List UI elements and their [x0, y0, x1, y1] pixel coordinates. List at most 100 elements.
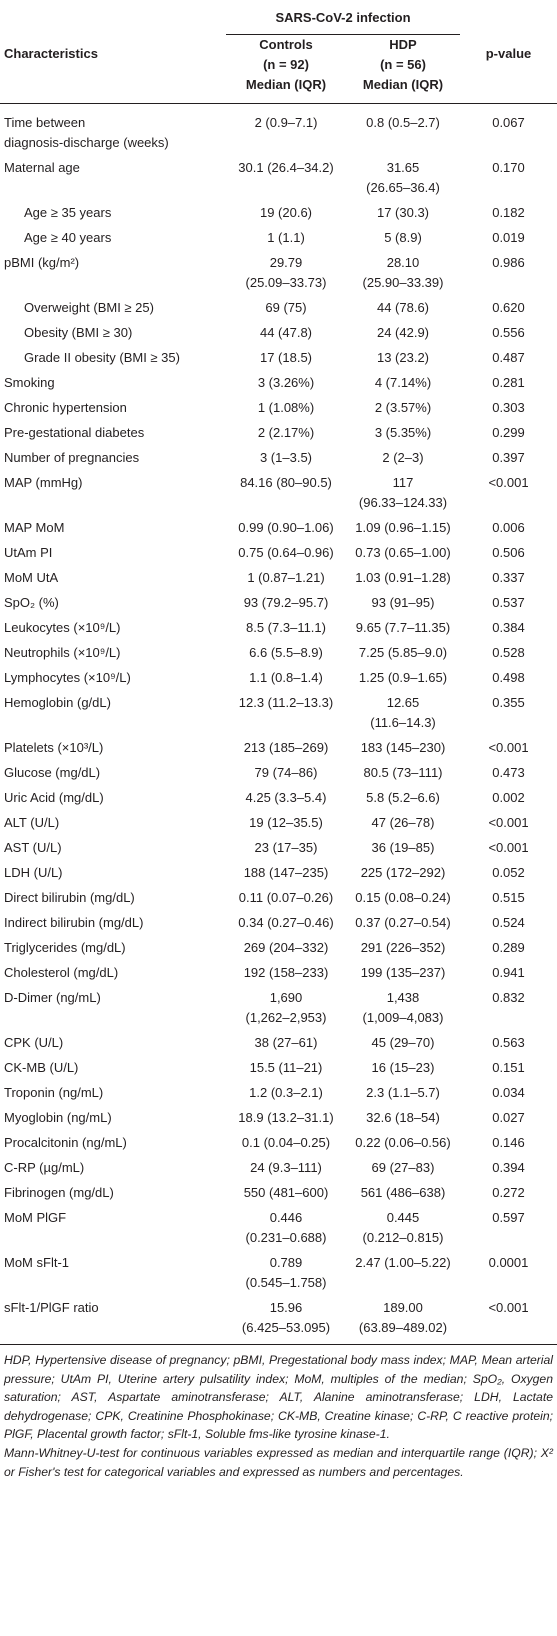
cell: 0.384: [492, 620, 525, 635]
table-row: Indirect bilirubin (mg/dL) 0.34 (0.27–0.4…: [0, 910, 557, 935]
data-table: Characteristics SARS-CoV-2 infection p-v…: [0, 0, 557, 1340]
row-label: Time between diagnosis-discharge (weeks): [4, 115, 169, 150]
cell: 0.620: [492, 300, 525, 315]
cell: 93 (79.2–95.7): [243, 595, 329, 610]
cell: 30.1 (26.4–34.2): [238, 160, 334, 175]
cell: 69 (27–83): [371, 1160, 435, 1175]
cell: 0.528: [492, 645, 525, 660]
cell: 12.3 (11.2–13.3): [238, 695, 334, 710]
row-label: pBMI (kg/m²): [4, 255, 80, 270]
cell: 23 (17–35): [254, 840, 318, 855]
cell: 1 (1.1): [267, 230, 305, 245]
cell: 3 (5.35%): [374, 425, 432, 440]
row-label: Uric Acid (mg/dL): [4, 790, 104, 805]
table-row: Cholesterol (mg/dL) 192 (158–233) 199 (135…: [0, 960, 557, 985]
table-row: MoM sFlt-1 0.789 (0.545–1.758) 2.47 (1.00–…: [0, 1250, 557, 1295]
cell: 84.16 (80–90.5): [240, 475, 332, 490]
table-row: Grade II obesity (BMI ≥ 35) 17 (18.5) 13 (…: [0, 345, 557, 370]
cell: 0.832: [492, 990, 525, 1005]
table-row: Chronic hypertension 1 (1.08%) 2 (3.57%) 0.…: [0, 395, 557, 420]
cell: 7.25 (5.85–9.0): [358, 645, 448, 660]
cell: 15.96 (6.425–53.095): [241, 1300, 331, 1335]
row-label: Fibrinogen (mg/dL): [4, 1185, 114, 1200]
cell: 19 (20.6): [259, 205, 313, 220]
cell: 0.1 (0.04–0.25): [241, 1135, 331, 1150]
cell: 1.03 (0.91–1.28): [355, 570, 451, 585]
row-label: Age ≥ 40 years: [24, 230, 112, 245]
cell: 9.65 (7.7–11.35): [355, 620, 451, 635]
cell: 188 (147–235): [243, 865, 329, 880]
cell: 19 (12–35.5): [249, 815, 323, 830]
table-row: Uric Acid (mg/dL) 4.25 (3.3–5.4) 5.8 (5.2–…: [0, 785, 557, 810]
cell: 0.151: [492, 1060, 525, 1075]
cell: 0.0001: [488, 1255, 529, 1270]
cell: 0.303: [492, 400, 525, 415]
row-label: MoM PlGF: [4, 1210, 67, 1225]
row-label: ALT (U/L): [4, 815, 60, 830]
table-row: Age ≥ 35 years 19 (20.6) 17 (30.3) 0.182: [0, 200, 557, 225]
table-body: Time between diagnosis-discharge (weeks)…: [0, 110, 557, 1340]
row-label: Hemoglobin (g/dL): [4, 695, 111, 710]
cell: 0.337: [492, 570, 525, 585]
row-label: UtAm PI: [4, 545, 53, 560]
cell: 1.25 (0.9–1.65): [358, 670, 448, 685]
table-row: Triglycerides (mg/dL) 269 (204–332) 291 (2…: [0, 935, 557, 960]
cell: 0.597: [492, 1210, 525, 1225]
table-row: Lymphocytes (×10⁹/L) 1.1 (0.8–1.4) 1.25 (0…: [0, 665, 557, 690]
cell: 0.446 (0.231–0.688): [245, 1210, 327, 1245]
cell: 0.034: [492, 1085, 525, 1100]
cell: 0.355: [492, 695, 525, 710]
table-row: Myoglobin (ng/mL) 18.9 (13.2–31.1) 32.6 (1…: [0, 1105, 557, 1130]
cell: 93 (91–95): [371, 595, 435, 610]
cell: <0.001: [488, 475, 529, 490]
cell: 0.941: [492, 965, 525, 980]
cell: 18.9 (13.2–31.1): [238, 1110, 334, 1125]
cell: 550 (481–600): [243, 1185, 329, 1200]
cell: 0.170: [492, 160, 525, 175]
row-label: C-RP (µg/mL): [4, 1160, 85, 1175]
row-label: Leukocytes (×10⁹/L): [4, 620, 121, 635]
cell: 3 (1–3.5): [259, 450, 313, 465]
row-label: Overweight (BMI ≥ 25): [24, 300, 154, 315]
row-label: Troponin (ng/mL): [4, 1085, 104, 1100]
cell: 6.6 (5.5–8.9): [249, 645, 323, 660]
cell: <0.001: [488, 815, 529, 830]
cell: 29.79 (25.09–33.73): [245, 255, 327, 290]
header-cell: Controls: [259, 37, 313, 52]
cell: 47 (26–78): [371, 815, 435, 830]
cell: 2.47 (1.00–5.22): [355, 1255, 451, 1270]
cell: 17 (30.3): [376, 205, 430, 220]
table-header: Characteristics SARS-CoV-2 infection p-v…: [0, 0, 557, 110]
cell: 0.8 (0.5–2.7): [366, 115, 440, 130]
table-row: CK-MB (U/L) 15.5 (11–21) 16 (15–23) 0.151: [0, 1055, 557, 1080]
header-cell: Median (IQR): [245, 77, 327, 92]
row-label: Obesity (BMI ≥ 30): [24, 325, 133, 340]
cell: 1.1 (0.8–1.4): [249, 670, 323, 685]
row-label: Age ≥ 35 years: [24, 205, 112, 220]
table-row: SpO₂ (%) 93 (79.2–95.7) 93 (91–95) 0.537: [0, 590, 557, 615]
cell: 0.272: [492, 1185, 525, 1200]
footnote: Mann-Whitney-U-test for continuous varia…: [4, 1445, 553, 1479]
row-label: Chronic hypertension: [4, 400, 127, 415]
cell: 0.75 (0.64–0.96): [238, 545, 334, 560]
cell: 192 (158–233): [243, 965, 329, 980]
cell: 0.289: [492, 940, 525, 955]
cell: 0.002: [492, 790, 525, 805]
cell: 31.65 (26.65–36.4): [366, 160, 440, 195]
header-cell: (n = 56): [380, 57, 426, 72]
cell: 15.5 (11–21): [249, 1060, 323, 1075]
table-row: MoM UtA 1 (0.87–1.21) 1.03 (0.91–1.28) 0.33…: [0, 565, 557, 590]
cell: 2.3 (1.1–5.7): [366, 1085, 440, 1100]
row-label: LDH (U/L): [4, 865, 63, 880]
table-row: Platelets (×10³/L) 213 (185–269) 183 (145–…: [0, 735, 557, 760]
cell: 44 (78.6): [376, 300, 430, 315]
row-label: Myoglobin (ng/mL): [4, 1110, 112, 1125]
cell: 0.99 (0.90–1.06): [238, 520, 334, 535]
row-label: MoM UtA: [4, 570, 59, 585]
cell: 79 (74–86): [254, 765, 318, 780]
header-cell: HDP: [389, 37, 417, 52]
cell: 0.556: [492, 325, 525, 340]
cell: 0.487: [492, 350, 525, 365]
table-row: pBMI (kg/m²) 29.79 (25.09–33.73) 28.10 (25…: [0, 250, 557, 295]
cell: 1.2 (0.3–2.1): [249, 1085, 323, 1100]
